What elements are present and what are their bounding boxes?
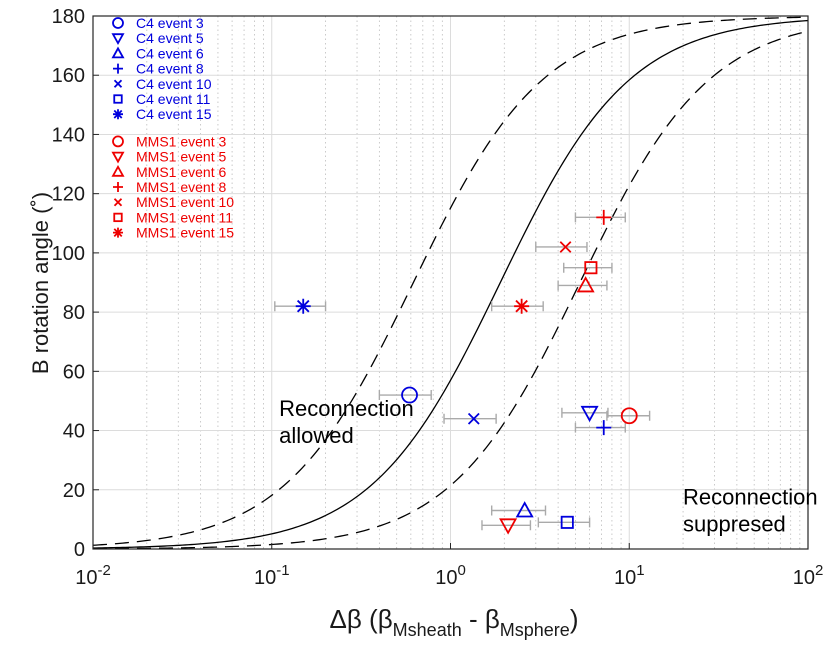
y-tick-label: 100 [52,243,85,265]
annotation-text: suppresed [683,512,786,537]
x-axis-label-sub-msheath: Msheath [393,620,462,640]
x-axis-label-sub-msphere: Msphere [500,620,570,640]
x-axis-label-suffix: ) [570,604,579,634]
data-point [295,298,311,314]
legend-marker [111,33,125,46]
annotation-text: Reconnection [279,396,414,421]
x-tick-label: 10-2 [75,562,111,589]
legend-marker [113,63,123,74]
legend-label: C4 event 5 [136,30,204,46]
legend-label: MMS1 event 3 [136,133,226,149]
legend-label: C4 event 6 [136,45,204,61]
legend-marker [113,198,123,207]
legend-label: MMS1 event 6 [136,164,226,180]
legend: C4 event 3C4 event 5C4 event 6C4 event 8… [111,15,234,241]
legend-marker [113,182,123,192]
dashed-model-curve [92,16,809,546]
error-bar [606,410,651,421]
y-tick-label: 120 [52,184,85,206]
y-tick-label: 160 [52,65,85,87]
data-point [401,386,418,404]
x-tick-label: 100 [435,562,466,589]
data-point [580,405,599,423]
y-tick-label: 60 [63,361,85,383]
legend-marker [113,79,123,88]
legend-marker [113,227,123,238]
x-tick-label: 10-1 [254,562,290,589]
data-point [584,261,598,275]
y-tick-label: 80 [63,302,85,324]
error-bar [537,517,591,528]
dashed-model-curve [92,30,809,550]
legend-marker [111,46,125,59]
error-bar [443,413,497,424]
legend-marker [112,17,124,29]
legend-label: C4 event 15 [136,106,212,122]
x-tick-label: 102 [793,562,824,589]
axis-ticks: 0 20 40 60 80 100 120 140 160 180 10-2 10-1 100 101 10… [52,6,824,589]
x-tick-label: 101 [614,562,645,589]
data-point [514,298,530,314]
y-tick-label: 0 [74,539,85,561]
legend-label: C4 event 8 [136,61,204,77]
data-point [515,501,534,518]
y-tick-label: 180 [52,6,85,28]
solid-model-curve [92,19,809,549]
error-bar [563,262,613,273]
legend-marker [111,151,125,164]
legend-label: MMS1 event 11 [136,209,233,225]
data-point [559,241,572,253]
data-point [467,412,480,425]
legend-marker [113,109,123,120]
error-bar [378,390,432,401]
legend-marker [112,135,124,148]
error-bar [490,505,547,516]
legend-marker [111,164,125,177]
y-tick-label: 140 [52,124,85,146]
annotation-text: Reconnection [683,485,818,510]
x-axis-label-middle: - β [462,604,500,634]
legend-label: MMS1 event 8 [136,179,226,195]
error-bar [481,520,532,531]
data-point [620,407,638,425]
legend-label: MMS1 event 5 [136,149,226,165]
legend-label: C4 event 11 [136,91,211,107]
x-axis-label-prefix: Δβ (β [330,604,393,634]
legend-marker [113,212,123,223]
data-point [576,276,595,293]
model-curves [92,16,809,550]
data-point [499,518,518,535]
data-point [560,515,574,529]
y-tick-label: 40 [63,421,85,443]
y-axis-label: B rotation angle (˚) [28,192,53,374]
legend-label: C4 event 10 [136,76,212,92]
x-axis-label: Δβ (βMsheath - βMsphere) [330,604,579,640]
legend-label: MMS1 event 10 [136,194,234,210]
annotation-text: allowed [279,423,354,448]
data-markers [295,209,638,535]
data-point [596,209,612,225]
error-bar [557,280,608,291]
error-bar [535,241,588,252]
legend-marker [113,94,123,104]
y-tick-label: 20 [63,480,85,502]
data-point [596,420,612,436]
legend-label: C4 event 3 [136,15,204,31]
legend-label: MMS1 event 15 [136,225,234,241]
